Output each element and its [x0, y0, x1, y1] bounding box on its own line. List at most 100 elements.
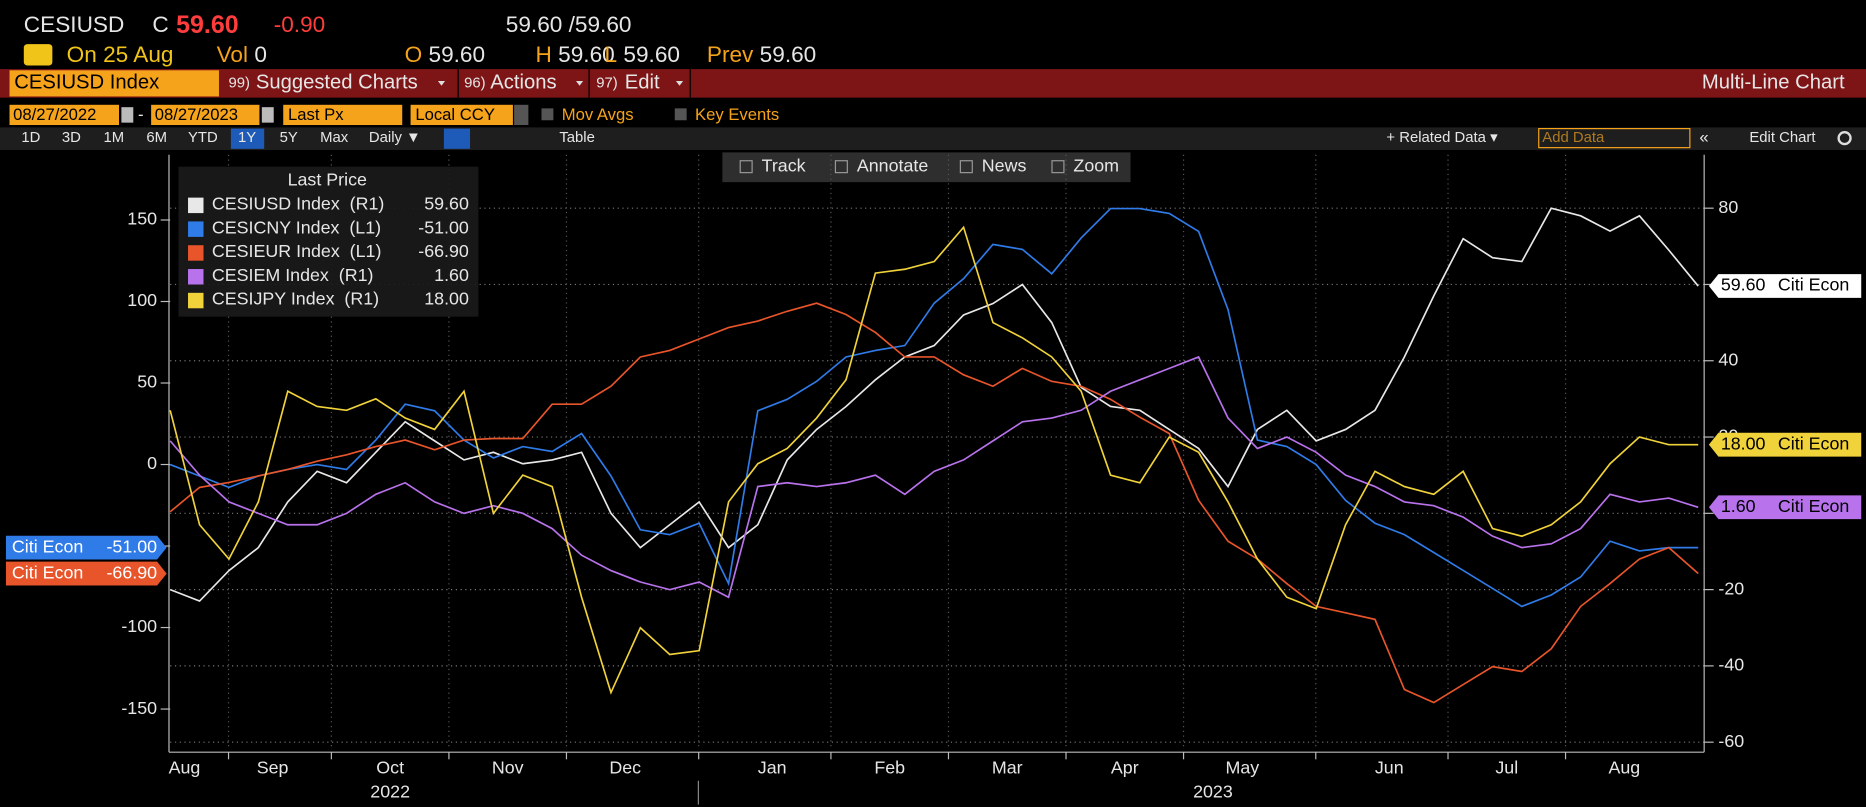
- view-name: Multi-Line Chart: [1702, 72, 1845, 94]
- stat: L 59.60: [605, 42, 680, 67]
- tag-label: Citi Econ: [12, 536, 83, 556]
- x-tick-label: May: [1225, 758, 1259, 778]
- series-line: [169, 355, 1699, 599]
- legend-label: CESIUSD Index (R1): [212, 193, 385, 213]
- x-tick-label: Dec: [609, 758, 641, 778]
- start-box[interactable]: [9, 104, 120, 126]
- menu-item[interactable]: Edit: [625, 72, 660, 94]
- tool-icon: [739, 160, 753, 174]
- stat-label: H: [536, 42, 552, 67]
- y-tick-label: -150: [121, 698, 157, 718]
- period[interactable]: 1Y: [238, 130, 256, 146]
- tool-icon: [959, 160, 973, 174]
- line-icon[interactable]: [443, 128, 471, 149]
- date: On 25 Aug: [67, 42, 174, 67]
- x-tick-label: Aug: [1608, 758, 1640, 778]
- x-tick-label: Aug: [169, 758, 201, 778]
- stat-label: L: [605, 42, 618, 67]
- menu-item[interactable]: Actions: [490, 72, 556, 94]
- period[interactable]: Max: [320, 130, 349, 146]
- end-box[interactable]: [151, 104, 260, 126]
- menu-arrow: [575, 80, 584, 86]
- tool[interactable]: Track: [762, 155, 806, 175]
- field: Last Px: [288, 105, 344, 124]
- stat-label: Prev: [707, 42, 754, 67]
- toggle: Key Events: [695, 105, 779, 124]
- y2-tick-label: -60: [1718, 731, 1744, 751]
- stat-value: 59.60: [760, 42, 817, 67]
- tag-value: -66.90: [106, 562, 157, 582]
- legend-box: [178, 166, 479, 317]
- nav[interactable]: «: [1699, 128, 1708, 147]
- menu-bar: [0, 69, 1866, 98]
- checkbox[interactable]: [674, 108, 687, 121]
- toggle: Mov Avgs: [562, 105, 634, 124]
- related-data[interactable]: + Related Data ▾: [1386, 130, 1498, 146]
- currency-box[interactable]: [410, 104, 513, 126]
- period[interactable]: 6M: [146, 130, 167, 146]
- legend-title: Last Price: [288, 170, 367, 190]
- period[interactable]: YTD: [188, 130, 218, 146]
- x-tick-label: Mar: [992, 758, 1023, 778]
- menu-key: 96): [464, 75, 486, 91]
- tag-label: Citi Econ: [1778, 496, 1849, 516]
- value-tag: [1708, 495, 1862, 520]
- value-tag: [1708, 432, 1862, 457]
- field-box[interactable]: [283, 104, 403, 126]
- add-box[interactable]: [1538, 128, 1691, 149]
- menu-item[interactable]: Suggested Charts: [256, 72, 418, 94]
- legend-value: 18.00: [424, 289, 469, 309]
- y2-tick-label: -40: [1718, 655, 1744, 675]
- y2-tick-label: -20: [1718, 578, 1744, 598]
- x-tick-label: Oct: [376, 758, 404, 778]
- stat: Vol 0: [217, 42, 267, 67]
- x-tick-label: Jun: [1375, 758, 1404, 778]
- stat-label: Vol: [217, 42, 248, 67]
- dropdown[interactable]: [514, 104, 529, 126]
- gear-icon[interactable]: [1837, 130, 1852, 146]
- year-label: 2022: [370, 781, 410, 801]
- calendar-icon[interactable]: [121, 107, 134, 123]
- security: CESIUSD Index: [14, 72, 159, 94]
- checkbox[interactable]: [541, 108, 554, 121]
- frequency[interactable]: Daily ▼: [369, 130, 421, 146]
- change: -0.90: [274, 12, 326, 37]
- legend-label: CESIEM Index (R1): [212, 265, 374, 285]
- tag-label: Citi Econ: [12, 562, 83, 582]
- year-label: 2023: [1193, 781, 1233, 801]
- currency: Local CCY: [415, 105, 495, 124]
- period[interactable]: 3D: [62, 130, 81, 146]
- x-tick-label: Jan: [758, 758, 787, 778]
- end-date: 08/27/2023: [155, 105, 238, 124]
- flag: C: [152, 12, 168, 37]
- y-tick-label: -100: [121, 616, 157, 636]
- y-tick-label: 150: [127, 209, 157, 229]
- menu-key: 99): [228, 75, 250, 91]
- tool[interactable]: Zoom: [1073, 155, 1119, 175]
- series-line: [169, 302, 1699, 704]
- tag-value: 59.60: [1721, 275, 1766, 295]
- tool[interactable]: Annotate: [857, 155, 929, 175]
- legend-value: -51.00: [418, 217, 469, 237]
- x-tick-label: Apr: [1111, 758, 1139, 778]
- x-tick-label: Nov: [492, 758, 524, 778]
- security-box[interactable]: [9, 70, 219, 97]
- legend-label: CESIEUR Index (L1): [212, 241, 382, 261]
- stat-value: 59.60: [623, 42, 680, 67]
- edit-chart[interactable]: Edit Chart: [1749, 130, 1816, 146]
- stat: H 59.60: [536, 42, 615, 67]
- add-data: Add Data: [1542, 130, 1605, 146]
- legend-value: 1.60: [434, 265, 469, 285]
- value-tag: [1708, 274, 1862, 298]
- table-button[interactable]: Table: [559, 130, 595, 146]
- calendar-icon[interactable]: [261, 107, 274, 123]
- period[interactable]: 1M: [104, 130, 125, 146]
- period[interactable]: 1D: [21, 130, 40, 146]
- y-tick-label: 100: [127, 290, 157, 310]
- legend-swatch: [188, 269, 204, 285]
- menu-arrow: [675, 80, 684, 86]
- menu-key: 97): [596, 75, 618, 91]
- period[interactable]: 5Y: [280, 130, 298, 146]
- tool[interactable]: News: [982, 155, 1027, 175]
- tag-value: -51.00: [106, 536, 157, 556]
